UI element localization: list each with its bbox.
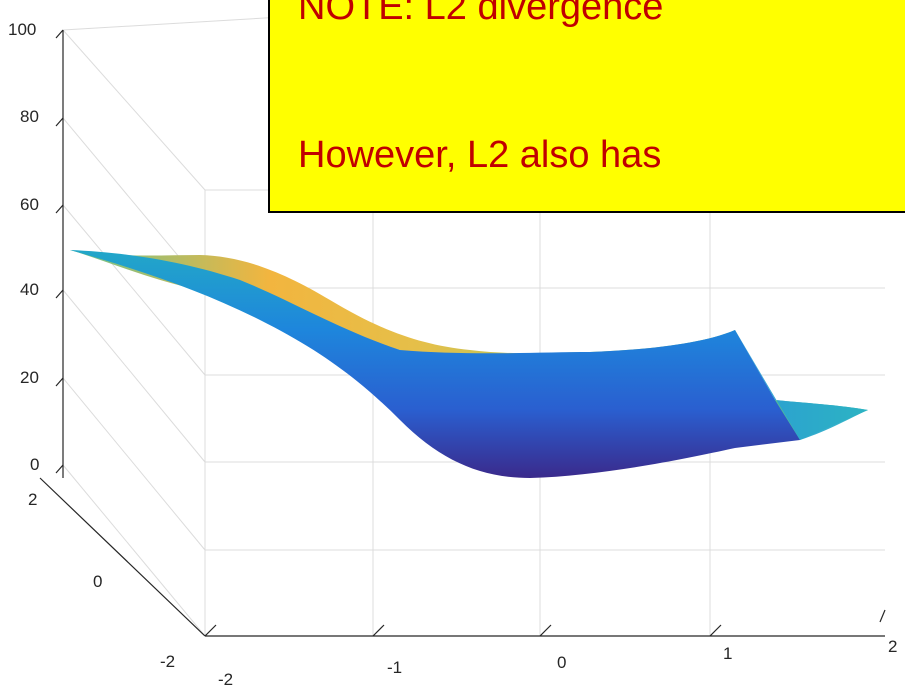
x-tick-label: -2 <box>218 670 233 689</box>
y-tick-labels: 2 0 -2 <box>28 490 175 671</box>
annotation-line-1: NOTE: L2 divergence <box>298 0 664 28</box>
x-tick-label: 1 <box>723 644 732 663</box>
axis-lines <box>39 29 886 637</box>
x-tick-labels: -2 -1 0 1 2 <box>218 637 897 689</box>
x-tick-label: -1 <box>387 658 402 677</box>
z-tick-label: 80 <box>20 107 39 126</box>
annotation-box: NOTE: L2 divergence However, L2 also has <box>268 0 905 213</box>
annotation-line-2: However, L2 also has <box>298 134 662 176</box>
surface-right-flap <box>735 330 868 440</box>
z-tick-label: 0 <box>30 455 39 474</box>
z-tick-label: 60 <box>20 195 39 214</box>
surface <box>70 250 868 478</box>
x-tick-label: 0 <box>557 653 566 672</box>
x-tick-label: 2 <box>888 637 897 656</box>
surface-front-face <box>70 250 800 478</box>
z-tick-label: 20 <box>20 368 39 387</box>
y-tick-label: 0 <box>93 572 102 591</box>
z-tick-labels: 100 80 60 40 20 0 <box>8 20 39 474</box>
y-tick-label: -2 <box>160 652 175 671</box>
y-tick-label: 2 <box>28 490 37 509</box>
z-tick-label: 100 <box>8 20 36 39</box>
z-tick-label: 40 <box>20 280 39 299</box>
